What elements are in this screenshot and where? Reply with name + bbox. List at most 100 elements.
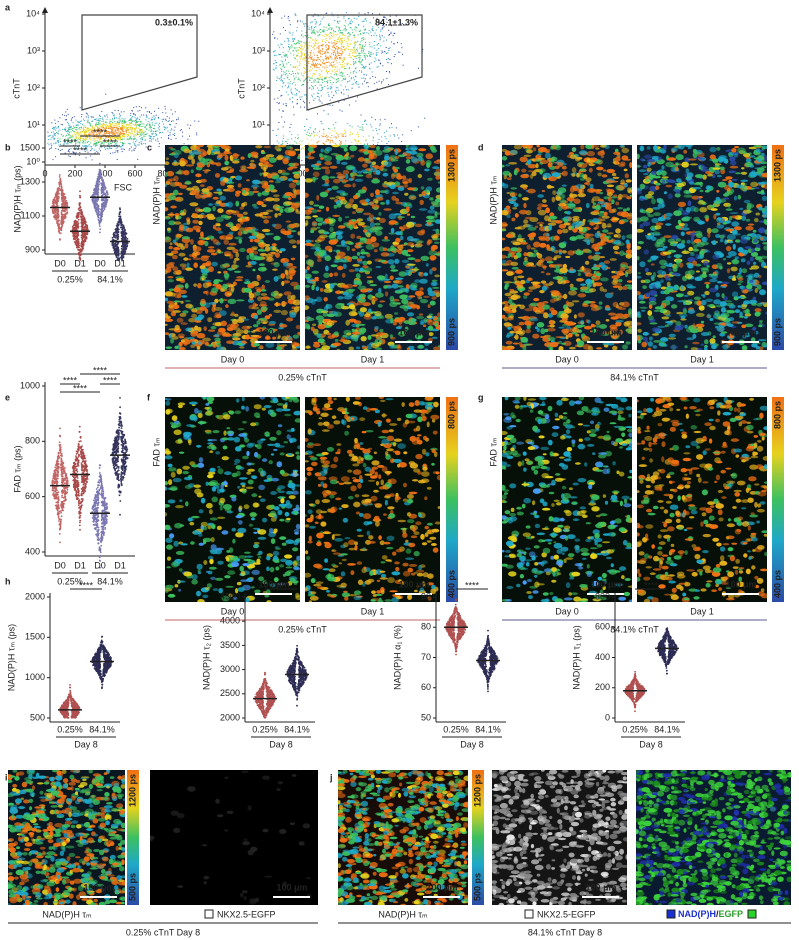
flow-dot [336, 27, 337, 28]
flow-dot [335, 31, 336, 32]
flow-dot [380, 45, 381, 46]
flow-dot [335, 143, 336, 144]
flow-dot [117, 152, 118, 153]
flow-dot [281, 69, 282, 70]
flow-dot [283, 47, 284, 48]
flow-dot [90, 156, 91, 157]
flow-dot [301, 35, 302, 36]
flow-dot [375, 58, 376, 59]
flow-dot [361, 78, 362, 79]
flow-dot [281, 71, 282, 72]
flow-dot [349, 18, 350, 19]
flow-dot [107, 117, 108, 118]
flow-dot [329, 39, 330, 40]
flow-dot [155, 131, 156, 132]
flow-dot [82, 138, 83, 139]
x-tick-label: D0 [94, 258, 106, 268]
flow-dot [317, 43, 318, 44]
flow-dot [304, 24, 305, 25]
flow-dot [401, 47, 402, 48]
swarm-dot [76, 243, 78, 245]
flow-dot [277, 141, 278, 142]
flow-dot [308, 135, 309, 136]
flow-dot [135, 117, 136, 118]
flow-dot [347, 81, 348, 82]
flow-dot [288, 83, 289, 84]
flow-dot [60, 141, 61, 142]
flow-dot [107, 148, 108, 149]
flow-dot [88, 115, 89, 116]
flow-dot [319, 131, 320, 132]
flow-dot [314, 27, 315, 28]
y-tick-label: 10² [252, 82, 265, 92]
flow-dot [342, 38, 343, 39]
flow-dot [310, 80, 311, 81]
flow-dot [89, 122, 90, 123]
flow-dot [134, 121, 135, 122]
flow-dot [376, 128, 377, 129]
flow-dot [310, 22, 311, 23]
swarm-dot [80, 215, 82, 217]
flow-dot [117, 129, 118, 130]
flow-dot [58, 126, 59, 127]
flow-dot [363, 136, 364, 137]
flow-dot [328, 71, 329, 72]
flow-dot [122, 125, 123, 126]
flow-dot [288, 85, 289, 86]
flow-dot [112, 118, 113, 119]
flow-dot [77, 127, 78, 128]
flow-dot [304, 64, 305, 65]
flow-dot [284, 122, 285, 123]
flow-dot [51, 145, 52, 146]
flow-dot [295, 88, 296, 89]
flow-dot [324, 52, 325, 53]
flow-dot [120, 119, 121, 120]
flow-dot [288, 71, 289, 72]
swarm-dot [81, 214, 83, 216]
flow-dot [280, 68, 281, 69]
flow-dot [337, 46, 338, 47]
flow-dot [327, 88, 328, 89]
flow-dot [342, 111, 343, 112]
flow-dot [118, 128, 119, 129]
flow-dot [326, 77, 327, 78]
flow-dot [128, 134, 129, 135]
flow-dot [314, 32, 315, 33]
flow-dot [135, 135, 136, 136]
flow-dot [79, 127, 80, 128]
flow-dot [310, 127, 311, 128]
flow-dot [131, 150, 132, 151]
flow-dot [119, 134, 120, 135]
flow-dot [337, 39, 338, 40]
flow-dot [122, 120, 123, 121]
flow-dot [309, 133, 310, 134]
flow-dot [136, 140, 137, 141]
flow-dot [85, 138, 86, 139]
flow-dot [373, 140, 374, 141]
flow-dot [373, 137, 374, 138]
flow-dot [311, 33, 312, 34]
swarm-dot [77, 233, 79, 235]
flow-dots [272, 12, 425, 165]
flow-dot [100, 118, 101, 119]
flow-dot [317, 47, 318, 48]
flow-dot [328, 46, 329, 47]
swarm-dot [102, 183, 104, 185]
swarm-dot [113, 244, 115, 246]
flow-dot [340, 57, 341, 58]
flow-dot [163, 119, 164, 120]
flow-dot [334, 31, 335, 32]
flow-dot [117, 122, 118, 123]
swarm-dot [79, 202, 81, 204]
flow-dot [364, 53, 365, 54]
flow-dot [58, 142, 59, 143]
flow-dot [424, 118, 425, 119]
flow-dot [285, 55, 286, 56]
flow-dot [158, 125, 159, 126]
flow-dot [350, 43, 351, 44]
flow-dot [101, 124, 102, 125]
flow-dot [135, 148, 136, 149]
swarm-dot [119, 207, 121, 209]
flow-dot [319, 51, 320, 52]
flow-dot [280, 64, 281, 65]
